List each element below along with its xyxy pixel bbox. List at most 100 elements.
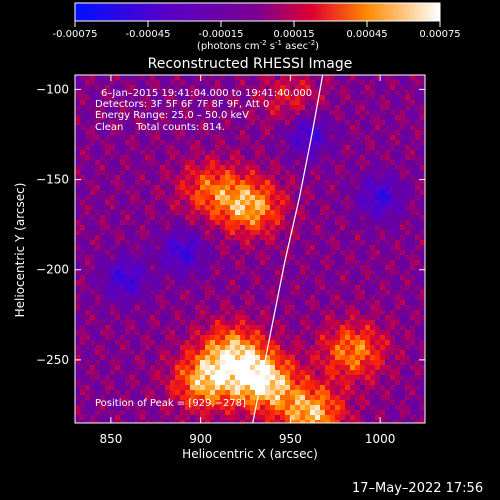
heatmap-cell bbox=[325, 375, 331, 381]
heatmap-cell bbox=[165, 170, 171, 176]
heatmap-cell bbox=[365, 175, 371, 181]
heatmap-cell bbox=[160, 360, 166, 366]
heatmap-cell bbox=[125, 130, 131, 136]
heatmap-cell bbox=[105, 135, 111, 141]
heatmap-cell bbox=[370, 365, 376, 371]
heatmap-cell bbox=[115, 295, 121, 301]
heatmap-cell bbox=[85, 200, 91, 206]
heatmap-cell bbox=[120, 215, 126, 221]
heatmap-cell bbox=[275, 80, 281, 86]
heatmap-cell bbox=[355, 380, 361, 386]
heatmap-cell bbox=[320, 395, 326, 401]
heatmap-cell bbox=[75, 240, 81, 246]
heatmap-cell bbox=[105, 380, 111, 386]
y-tick-label: −150 bbox=[36, 173, 69, 187]
heatmap-cell bbox=[240, 370, 246, 376]
heatmap-cell bbox=[300, 415, 306, 421]
heatmap-cell bbox=[135, 205, 141, 211]
heatmap-cell bbox=[230, 405, 236, 411]
heatmap-cell bbox=[250, 340, 256, 346]
heatmap-cell bbox=[345, 130, 351, 136]
heatmap-cell bbox=[170, 110, 176, 116]
heatmap-cell bbox=[115, 230, 121, 236]
heatmap-cell bbox=[300, 260, 306, 266]
heatmap-cell bbox=[355, 240, 361, 246]
heatmap-cell bbox=[315, 250, 321, 256]
heatmap-cell bbox=[205, 400, 211, 406]
heatmap-cell bbox=[360, 420, 366, 423]
heatmap-cell bbox=[85, 80, 91, 86]
heatmap-cell bbox=[200, 300, 206, 306]
heatmap-cell bbox=[345, 270, 351, 276]
heatmap-cell bbox=[80, 385, 86, 391]
heatmap-cell bbox=[245, 235, 251, 241]
heatmap-cell bbox=[400, 180, 406, 186]
heatmap-cell bbox=[110, 315, 116, 321]
heatmap-cell bbox=[235, 210, 241, 216]
heatmap-cell bbox=[155, 305, 161, 311]
heatmap-cell bbox=[420, 150, 425, 156]
heatmap-cell bbox=[125, 380, 131, 386]
heatmap-cell bbox=[85, 110, 91, 116]
heatmap-cell bbox=[310, 290, 316, 296]
heatmap-cell bbox=[205, 85, 211, 91]
heatmap-cell bbox=[345, 105, 351, 111]
heatmap-cell bbox=[285, 230, 291, 236]
heatmap-cell bbox=[130, 215, 136, 221]
heatmap-cell bbox=[340, 130, 346, 136]
heatmap-cell bbox=[365, 350, 371, 356]
heatmap-cell bbox=[345, 160, 351, 166]
heatmap-cell bbox=[220, 405, 226, 411]
heatmap-cell bbox=[380, 135, 386, 141]
heatmap-cell bbox=[255, 225, 261, 231]
heatmap-cell bbox=[305, 115, 311, 121]
heatmap-cell bbox=[300, 110, 306, 116]
heatmap-cell bbox=[250, 160, 256, 166]
heatmap-cell bbox=[305, 95, 311, 101]
heatmap-cell bbox=[335, 340, 341, 346]
heatmap-cell bbox=[240, 250, 246, 256]
heatmap-cell bbox=[285, 130, 291, 136]
heatmap-cell bbox=[280, 235, 286, 241]
heatmap-cell bbox=[360, 140, 366, 146]
heatmap-cell bbox=[100, 340, 106, 346]
heatmap-cell bbox=[200, 350, 206, 356]
heatmap-cell bbox=[170, 310, 176, 316]
heatmap-cell bbox=[125, 120, 131, 126]
heatmap-cell bbox=[390, 175, 396, 181]
heatmap-cell bbox=[175, 90, 181, 96]
heatmap-cell bbox=[90, 175, 96, 181]
heatmap-cell bbox=[395, 190, 401, 196]
heatmap-cell bbox=[360, 185, 366, 191]
heatmap-cell bbox=[410, 420, 416, 423]
heatmap-cell bbox=[320, 295, 326, 301]
heatmap-cell bbox=[370, 270, 376, 276]
heatmap-cell bbox=[305, 255, 311, 261]
heatmap-cell bbox=[400, 240, 406, 246]
heatmap-cell bbox=[360, 285, 366, 291]
heatmap-cell bbox=[215, 385, 221, 391]
heatmap-cell bbox=[385, 200, 391, 206]
heatmap-cell bbox=[325, 285, 331, 291]
heatmap-cell bbox=[135, 310, 141, 316]
heatmap-cell bbox=[75, 100, 81, 106]
heatmap-cell bbox=[405, 385, 411, 391]
heatmap-cell bbox=[180, 160, 186, 166]
heatmap-cell bbox=[215, 185, 221, 191]
heatmap-cell bbox=[210, 155, 216, 161]
heatmap-cell bbox=[395, 135, 401, 141]
heatmap-cell bbox=[170, 130, 176, 136]
heatmap-cell bbox=[185, 385, 191, 391]
heatmap-cell bbox=[335, 395, 341, 401]
heatmap-cell bbox=[205, 355, 211, 361]
heatmap-cell bbox=[415, 165, 421, 171]
heatmap-cell bbox=[165, 220, 171, 226]
heatmap-cell bbox=[130, 250, 136, 256]
heatmap-cell bbox=[395, 280, 401, 286]
heatmap-cell bbox=[400, 170, 406, 176]
heatmap-cell bbox=[290, 355, 296, 361]
heatmap-cell bbox=[410, 385, 416, 391]
heatmap-cell bbox=[135, 125, 141, 131]
heatmap-cell bbox=[115, 380, 121, 386]
heatmap-cell bbox=[365, 365, 371, 371]
